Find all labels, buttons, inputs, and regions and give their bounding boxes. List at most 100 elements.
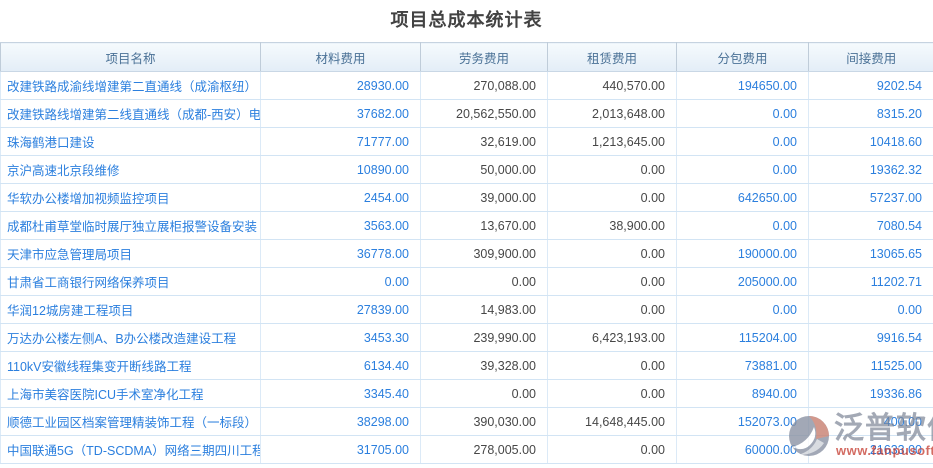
indirect-cost-cell[interactable]: 13065.65 xyxy=(808,239,933,268)
indirect-cost-cell[interactable]: 11202.71 xyxy=(808,267,933,296)
rental-cost-cell: 0.00 xyxy=(547,155,677,184)
rental-cost-cell: 440,570.00 xyxy=(547,71,677,100)
material-cost-cell[interactable]: 38298.00 xyxy=(260,407,421,436)
indirect-cost-cell[interactable]: 19362.32 xyxy=(808,155,933,184)
rental-cost-cell: 14,648,445.00 xyxy=(547,407,677,436)
project-name-cell[interactable]: 110kV安徽线程集变开断线路工程 xyxy=(0,351,261,380)
subcontract-cost-cell[interactable]: 0.00 xyxy=(676,127,809,156)
labor-cost-cell: 39,000.00 xyxy=(420,183,548,212)
labor-cost-cell: 270,088.00 xyxy=(420,71,548,100)
table-row: 华软办公楼增加视频监控项目 2454.00 39,000.00 0.00 642650.… xyxy=(0,183,933,212)
cost-statistics-table: 项目名称 材料费用 劳务费用 租赁费用 分包费用 间接费用 改建铁路成渝线增建第… xyxy=(0,42,933,464)
material-cost-cell[interactable]: 27839.00 xyxy=(260,295,421,324)
labor-cost-cell: 278,005.00 xyxy=(420,435,548,464)
indirect-cost-cell[interactable]: 19336.86 xyxy=(808,379,933,408)
project-name-cell[interactable]: 成都杜甫草堂临时展厅独立展柜报警设备安装 xyxy=(0,211,261,240)
labor-cost-cell: 20,562,550.00 xyxy=(420,99,548,128)
labor-cost-cell: 0.00 xyxy=(420,379,548,408)
table-row: 上海市美容医院ICU手术室净化工程 3345.40 0.00 0.00 8940.00 1… xyxy=(0,379,933,408)
subcontract-cost-cell[interactable]: 0.00 xyxy=(676,99,809,128)
table-body: 改建铁路成渝线增建第二直通线（成渝枢纽） 28930.00 270,088.00 44… xyxy=(0,71,933,464)
labor-cost-cell: 239,990.00 xyxy=(420,323,548,352)
subcontract-cost-cell[interactable]: 0.00 xyxy=(676,155,809,184)
indirect-cost-cell[interactable]: 0.00 xyxy=(808,295,933,324)
project-name-cell[interactable]: 改建铁路成渝线增建第二直通线（成渝枢纽） xyxy=(0,71,261,100)
project-name-cell[interactable]: 万达办公楼左侧A、B办公楼改造建设工程 xyxy=(0,323,261,352)
rental-cost-cell: 0.00 xyxy=(547,379,677,408)
rental-cost-cell: 2,013,648.00 xyxy=(547,99,677,128)
subcontract-cost-cell[interactable]: 194650.00 xyxy=(676,71,809,100)
subcontract-cost-cell[interactable]: 0.00 xyxy=(676,295,809,324)
column-header-project-name: 项目名称 xyxy=(0,42,261,72)
indirect-cost-cell[interactable]: 57237.00 xyxy=(808,183,933,212)
indirect-cost-cell[interactable]: 9202.54 xyxy=(808,71,933,100)
rental-cost-cell: 1,213,645.00 xyxy=(547,127,677,156)
header-row: 项目名称 材料费用 劳务费用 租赁费用 分包费用 间接费用 xyxy=(0,42,933,72)
material-cost-cell[interactable]: 37682.00 xyxy=(260,99,421,128)
labor-cost-cell: 390,030.00 xyxy=(420,407,548,436)
material-cost-cell[interactable]: 6134.40 xyxy=(260,351,421,380)
project-name-cell[interactable]: 华润12城房建工程项目 xyxy=(0,295,261,324)
project-name-cell[interactable]: 中国联通5G（TD-SCDMA）网络三期四川工程 xyxy=(0,435,261,464)
project-name-cell[interactable]: 顺德工业园区档案管理精装饰工程（一标段） xyxy=(0,407,261,436)
table-header: 项目名称 材料费用 劳务费用 租赁费用 分包费用 间接费用 xyxy=(0,42,933,72)
project-name-cell[interactable]: 上海市美容医院ICU手术室净化工程 xyxy=(0,379,261,408)
rental-cost-cell: 38,900.00 xyxy=(547,211,677,240)
table-row: 甘肃省工商银行网络保养项目 0.00 0.00 0.00 205000.00 11202.… xyxy=(0,267,933,296)
project-name-cell[interactable]: 华软办公楼增加视频监控项目 xyxy=(0,183,261,212)
column-header-indirect-cost: 间接费用 xyxy=(808,42,933,72)
material-cost-cell[interactable]: 3453.30 xyxy=(260,323,421,352)
column-header-material-cost: 材料费用 xyxy=(260,42,421,72)
indirect-cost-cell[interactable]: 10418.60 xyxy=(808,127,933,156)
table-row: 改建铁路成渝线增建第二直通线（成渝枢纽） 28930.00 270,088.00 44… xyxy=(0,71,933,100)
labor-cost-cell: 309,900.00 xyxy=(420,239,548,268)
project-name-cell[interactable]: 珠海鹤港口建设 xyxy=(0,127,261,156)
material-cost-cell[interactable]: 3345.40 xyxy=(260,379,421,408)
material-cost-cell[interactable]: 3563.00 xyxy=(260,211,421,240)
indirect-cost-cell[interactable]: 9916.54 xyxy=(808,323,933,352)
project-name-cell[interactable]: 京沪高速北京段维修 xyxy=(0,155,261,184)
material-cost-cell[interactable]: 31705.00 xyxy=(260,435,421,464)
subcontract-cost-cell[interactable]: 0.00 xyxy=(676,211,809,240)
labor-cost-cell: 32,619.00 xyxy=(420,127,548,156)
subcontract-cost-cell[interactable]: 8940.00 xyxy=(676,379,809,408)
subcontract-cost-cell[interactable]: 60000.00 xyxy=(676,435,809,464)
table-row: 改建铁路线增建第二线直通线（成都-西安）电 37682.00 20,562,550.… xyxy=(0,99,933,128)
table-row: 京沪高速北京段维修 10890.00 50,000.00 0.00 0.00 19362.… xyxy=(0,155,933,184)
table-row: 顺德工业园区档案管理精装饰工程（一标段） 38298.00 390,030.00 14… xyxy=(0,407,933,436)
project-name-cell[interactable]: 改建铁路线增建第二线直通线（成都-西安）电 xyxy=(0,99,261,128)
material-cost-cell[interactable]: 36778.00 xyxy=(260,239,421,268)
subcontract-cost-cell[interactable]: 190000.00 xyxy=(676,239,809,268)
column-header-subcontract-cost: 分包费用 xyxy=(676,42,809,72)
table-row: 华润12城房建工程项目 27839.00 14,983.00 0.00 0.00 0.00 xyxy=(0,295,933,324)
project-name-cell[interactable]: 天津市应急管理局项目 xyxy=(0,239,261,268)
subcontract-cost-cell[interactable]: 642650.00 xyxy=(676,183,809,212)
table-row: 成都杜甫草堂临时展厅独立展柜报警设备安装 3563.00 13,670.00 38,9… xyxy=(0,211,933,240)
indirect-cost-cell[interactable]: 400.00 xyxy=(808,407,933,436)
material-cost-cell[interactable]: 71777.00 xyxy=(260,127,421,156)
table-row: 万达办公楼左侧A、B办公楼改造建设工程 3453.30 239,990.00 6,42… xyxy=(0,323,933,352)
labor-cost-cell: 50,000.00 xyxy=(420,155,548,184)
subcontract-cost-cell[interactable]: 73881.00 xyxy=(676,351,809,380)
indirect-cost-cell[interactable]: 7080.54 xyxy=(808,211,933,240)
project-name-cell[interactable]: 甘肃省工商银行网络保养项目 xyxy=(0,267,261,296)
subcontract-cost-cell[interactable]: 152073.00 xyxy=(676,407,809,436)
indirect-cost-cell[interactable]: 8315.20 xyxy=(808,99,933,128)
table-row: 中国联通5G（TD-SCDMA）网络三期四川工程 31705.00 278,005.… xyxy=(0,435,933,464)
subcontract-cost-cell[interactable]: 115204.00 xyxy=(676,323,809,352)
labor-cost-cell: 0.00 xyxy=(420,267,548,296)
indirect-cost-cell[interactable]: 21633.00 xyxy=(808,435,933,464)
material-cost-cell[interactable]: 10890.00 xyxy=(260,155,421,184)
material-cost-cell[interactable]: 28930.00 xyxy=(260,71,421,100)
table-row: 珠海鹤港口建设 71777.00 32,619.00 1,213,645.00 0.00… xyxy=(0,127,933,156)
column-header-labor-cost: 劳务费用 xyxy=(420,42,548,72)
subcontract-cost-cell[interactable]: 205000.00 xyxy=(676,267,809,296)
table-row: 天津市应急管理局项目 36778.00 309,900.00 0.00 190000.0… xyxy=(0,239,933,268)
page-title: 项目总成本统计表 xyxy=(390,10,543,30)
material-cost-cell[interactable]: 2454.00 xyxy=(260,183,421,212)
labor-cost-cell: 39,328.00 xyxy=(420,351,548,380)
material-cost-cell[interactable]: 0.00 xyxy=(260,267,421,296)
rental-cost-cell: 6,423,193.00 xyxy=(547,323,677,352)
indirect-cost-cell[interactable]: 11525.00 xyxy=(808,351,933,380)
